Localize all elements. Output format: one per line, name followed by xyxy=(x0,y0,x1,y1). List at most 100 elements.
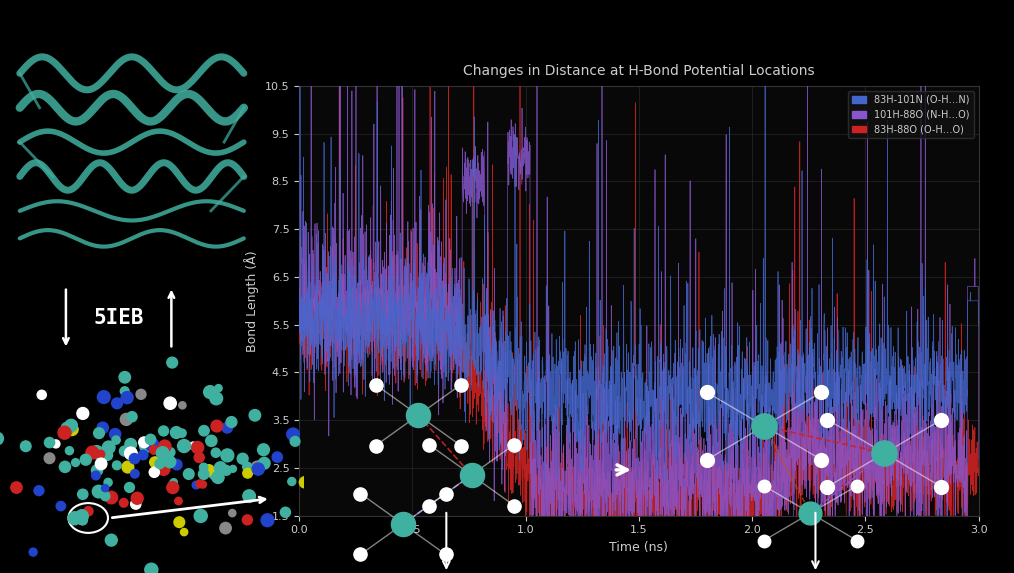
Point xyxy=(168,428,185,437)
Point xyxy=(195,480,211,489)
Point xyxy=(84,448,100,457)
Point xyxy=(367,441,383,450)
Point xyxy=(68,458,84,467)
Point xyxy=(97,492,114,501)
Point xyxy=(57,462,73,472)
Point xyxy=(89,466,105,475)
Point xyxy=(67,513,83,523)
Point xyxy=(75,490,91,499)
Point xyxy=(699,388,715,397)
Point xyxy=(174,401,191,410)
Point xyxy=(100,443,117,452)
Point xyxy=(208,394,224,403)
Point xyxy=(219,423,235,432)
Point xyxy=(78,455,94,464)
Point xyxy=(42,438,58,447)
Point xyxy=(117,372,133,382)
Point xyxy=(147,458,163,467)
Point xyxy=(193,511,209,520)
Point xyxy=(155,426,171,435)
Point xyxy=(239,462,256,472)
Point xyxy=(117,387,133,396)
Point xyxy=(201,465,217,474)
Point xyxy=(506,440,522,449)
Point xyxy=(284,477,300,486)
Point xyxy=(146,468,162,477)
Point xyxy=(175,441,192,450)
Point xyxy=(117,446,133,456)
Point xyxy=(699,455,715,464)
Point xyxy=(257,458,273,468)
Point xyxy=(452,441,468,450)
Point xyxy=(123,439,139,449)
Point xyxy=(180,469,197,478)
Point xyxy=(120,462,136,472)
Point xyxy=(188,480,204,489)
Point xyxy=(30,486,47,495)
Title: Changes in Distance at H-Bond Potential Locations: Changes in Distance at H-Bond Potential … xyxy=(463,64,814,78)
Point xyxy=(75,516,91,525)
Point xyxy=(108,461,125,470)
Point xyxy=(162,448,178,457)
Point xyxy=(210,473,226,482)
Point xyxy=(133,390,149,399)
Point xyxy=(165,478,182,487)
Point xyxy=(219,451,235,460)
Point xyxy=(108,399,125,408)
X-axis label: Time (ns): Time (ns) xyxy=(609,541,668,554)
Point xyxy=(209,422,225,431)
Point xyxy=(99,450,116,460)
Point xyxy=(287,437,303,446)
Point xyxy=(14,325,30,334)
Point xyxy=(452,380,468,389)
Point xyxy=(63,421,79,430)
Point xyxy=(92,450,108,459)
Y-axis label: Bond Length (Å): Bond Length (Å) xyxy=(244,250,260,352)
Point xyxy=(127,454,143,463)
Point xyxy=(196,426,212,435)
Point xyxy=(176,528,193,537)
Point xyxy=(353,550,369,559)
Point xyxy=(277,508,293,517)
Point xyxy=(116,498,132,507)
Point xyxy=(218,466,234,475)
Point xyxy=(164,358,180,367)
Point xyxy=(93,460,110,469)
Point xyxy=(42,454,58,463)
Point xyxy=(48,439,64,449)
Point xyxy=(74,516,90,525)
Point xyxy=(191,453,207,462)
Point xyxy=(933,415,949,424)
Point xyxy=(249,463,266,472)
Point xyxy=(88,471,104,480)
Point xyxy=(367,380,383,389)
Point xyxy=(80,507,96,516)
Point xyxy=(239,469,256,478)
Point xyxy=(64,425,80,434)
Point xyxy=(103,536,120,545)
Point xyxy=(410,410,426,419)
Point xyxy=(8,483,24,492)
Point xyxy=(819,415,836,424)
Point xyxy=(143,565,159,573)
Point xyxy=(353,489,369,498)
Point xyxy=(190,443,206,452)
Point xyxy=(203,436,219,445)
Point xyxy=(138,441,154,450)
Point xyxy=(933,482,949,492)
Point xyxy=(0,434,5,443)
Point xyxy=(103,493,120,502)
Point xyxy=(297,478,313,487)
Point xyxy=(122,483,138,492)
Point xyxy=(129,494,145,503)
Point xyxy=(74,512,90,521)
Point xyxy=(849,536,865,545)
Point xyxy=(75,409,91,418)
Point xyxy=(813,388,829,397)
Point xyxy=(260,516,276,525)
Point xyxy=(136,438,152,447)
Point xyxy=(463,470,480,480)
Point xyxy=(154,449,170,458)
Point xyxy=(107,430,124,439)
Point xyxy=(135,450,151,460)
